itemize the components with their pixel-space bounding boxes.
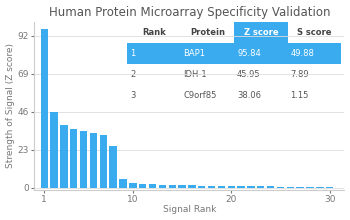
- Bar: [198, 185, 205, 188]
- Title: Human Protein Microarray Specificity Validation: Human Protein Microarray Specificity Val…: [49, 6, 330, 18]
- Bar: [326, 187, 333, 188]
- Bar: [119, 179, 127, 188]
- Bar: [208, 186, 215, 188]
- Bar: [129, 183, 136, 188]
- Bar: [218, 186, 225, 188]
- Bar: [188, 185, 196, 188]
- Bar: [41, 29, 48, 188]
- Bar: [257, 186, 265, 188]
- Bar: [228, 186, 235, 188]
- Bar: [80, 131, 87, 188]
- Bar: [178, 185, 186, 188]
- Bar: [50, 112, 58, 188]
- Bar: [139, 184, 146, 188]
- Bar: [306, 187, 314, 188]
- Bar: [287, 187, 294, 188]
- Bar: [267, 186, 274, 188]
- Y-axis label: Strength of Signal (Z score): Strength of Signal (Z score): [6, 44, 15, 169]
- Bar: [168, 185, 176, 188]
- Bar: [110, 146, 117, 188]
- Bar: [316, 187, 323, 188]
- Bar: [100, 135, 107, 188]
- Bar: [296, 187, 304, 188]
- Bar: [60, 125, 68, 188]
- Bar: [237, 186, 245, 188]
- Bar: [90, 133, 97, 188]
- Bar: [247, 186, 255, 188]
- Bar: [159, 185, 166, 188]
- Bar: [149, 184, 156, 188]
- X-axis label: Signal Rank: Signal Rank: [163, 205, 216, 214]
- Bar: [277, 187, 284, 188]
- Bar: [70, 129, 77, 188]
